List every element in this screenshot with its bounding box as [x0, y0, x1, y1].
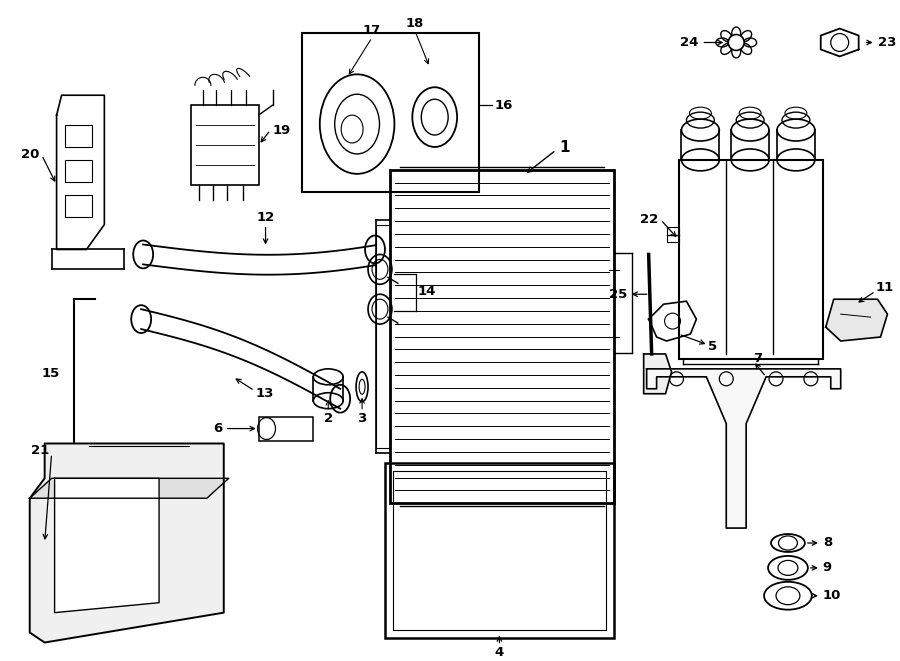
Text: 9: 9 [823, 561, 832, 574]
Text: 22: 22 [640, 213, 659, 226]
Text: 15: 15 [41, 368, 59, 380]
Bar [393, 471, 606, 629]
Bar [65, 125, 93, 147]
Text: 5: 5 [708, 340, 717, 354]
Text: 25: 25 [608, 288, 626, 301]
Text: 13: 13 [256, 387, 274, 401]
Bar [258, 416, 313, 440]
Text: 7: 7 [753, 352, 762, 366]
Text: 20: 20 [22, 149, 40, 161]
Polygon shape [30, 479, 229, 498]
Text: 4: 4 [495, 646, 504, 659]
Text: 23: 23 [878, 36, 896, 49]
Bar [191, 105, 258, 185]
Polygon shape [55, 479, 159, 613]
Text: 19: 19 [273, 124, 291, 137]
Bar [667, 227, 679, 243]
Bar [376, 225, 390, 448]
Text: 21: 21 [32, 444, 50, 457]
Text: 11: 11 [876, 281, 894, 293]
Bar [390, 170, 614, 503]
Text: 2: 2 [324, 412, 333, 425]
Bar [65, 160, 93, 182]
Text: 1: 1 [559, 141, 570, 155]
Text: 8: 8 [823, 537, 832, 549]
Text: 3: 3 [357, 412, 366, 425]
Polygon shape [30, 444, 224, 642]
Text: 12: 12 [256, 211, 274, 224]
Text: 18: 18 [406, 17, 424, 30]
Text: 17: 17 [363, 24, 381, 37]
Bar [302, 32, 480, 192]
Bar [65, 195, 93, 217]
Circle shape [728, 34, 744, 50]
Polygon shape [826, 299, 887, 341]
Text: 10: 10 [823, 589, 842, 602]
Text: 24: 24 [680, 36, 698, 49]
Polygon shape [644, 354, 671, 394]
Bar [679, 160, 823, 359]
Text: 14: 14 [418, 285, 436, 297]
Text: 6: 6 [213, 422, 223, 435]
Polygon shape [647, 369, 841, 528]
Bar [385, 463, 614, 637]
Text: 16: 16 [494, 98, 513, 112]
